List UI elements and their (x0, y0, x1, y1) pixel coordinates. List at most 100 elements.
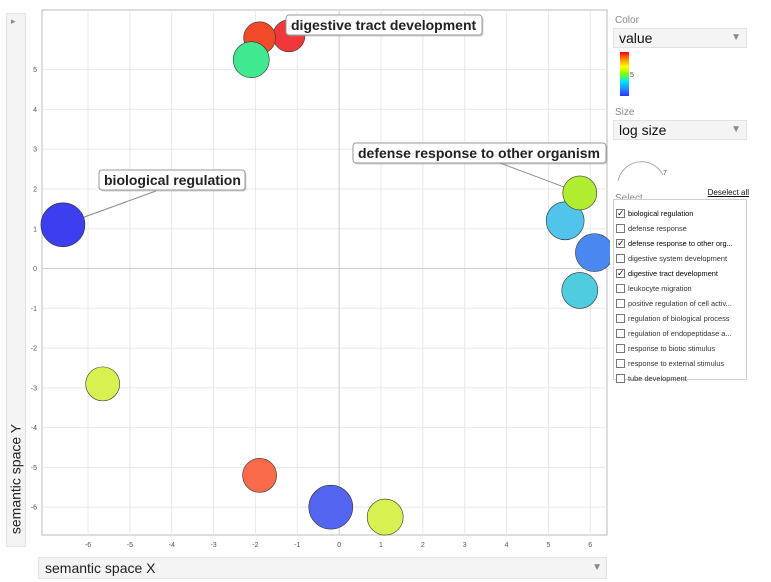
data-point (232, 41, 270, 79)
x-tick-label: 0 (337, 542, 341, 549)
select-item[interactable]: ✓ biological regulation (616, 208, 744, 222)
select-item-label: positive regulation of cell activ... (628, 299, 732, 308)
collapse-icon[interactable]: ▸ (11, 16, 16, 26)
select-item-label: tube development (628, 374, 687, 383)
y-tick-label: 2 (33, 186, 37, 193)
chevron-down-icon: ▼ (592, 562, 602, 573)
select-item-label: response to external stimulus (628, 359, 725, 368)
size-scale-legend (617, 161, 664, 182)
checkbox-icon[interactable] (616, 254, 625, 263)
color-label: Color (615, 15, 639, 26)
select-item[interactable]: positive regulation of cell activ... (616, 298, 744, 312)
checkbox-icon[interactable] (616, 299, 625, 308)
select-item-label: digestive tract development (628, 269, 718, 278)
size-label: Size (615, 107, 635, 118)
select-item-label: regulation of biological process (628, 314, 730, 323)
y-tick-label: -4 (31, 425, 37, 432)
select-item-label: digestive system development (628, 254, 728, 263)
checkbox-checked-icon[interactable]: ✓ (616, 208, 625, 218)
annotation-box (285, 14, 483, 36)
control-panel: Color value ▼ 5 Size log size ▼ 7 Select… (611, 12, 749, 383)
y-tick-label: -5 (31, 465, 37, 472)
data-point (242, 458, 277, 493)
size-scale-tick: 7 (663, 170, 667, 177)
size-dropdown-value: log size (619, 122, 667, 138)
data-point (562, 175, 598, 211)
x-tick-label: -4 (169, 542, 175, 549)
checkbox-icon[interactable] (616, 284, 625, 293)
select-item-label: regulation of endopeptidase a... (628, 329, 732, 338)
y-tick-label: 3 (33, 147, 37, 154)
x-tick-label: 4 (505, 542, 509, 549)
data-point (40, 202, 86, 248)
y-tick-label: 4 (33, 107, 37, 114)
term-select-list: ✓ biological regulation defense response ✓ d… (613, 199, 747, 383)
color-scale-legend (620, 52, 629, 96)
select-item[interactable]: regulation of biological process (616, 313, 744, 327)
checkbox-icon[interactable] (616, 329, 625, 338)
select-item[interactable]: response to biotic stimulus (616, 343, 744, 357)
select-item[interactable]: tube development (616, 373, 744, 387)
y-tick-label: -6 (31, 505, 37, 512)
color-dropdown[interactable]: value ▼ (613, 28, 747, 48)
select-item[interactable]: digestive system development (616, 253, 744, 267)
color-scale-tick: 5 (630, 72, 634, 79)
x-tick-label: -3 (210, 542, 216, 549)
select-item[interactable]: leukocyte migration (616, 283, 744, 297)
x-tick-label: 2 (421, 542, 425, 549)
label-digestive-tract-development: digestive tract development (291, 17, 477, 33)
y-tick-label: 5 (33, 67, 37, 74)
select-item[interactable]: regulation of endopeptidase a... (616, 328, 744, 342)
deselect-all-link[interactable]: Deselect all (707, 188, 749, 197)
x-tick-label: 1 (379, 542, 383, 549)
label-defense-response-to-other-organism: defense response to other organism (358, 145, 600, 161)
checkbox-icon[interactable] (616, 344, 625, 353)
select-item-label: defense response (628, 224, 687, 233)
checkbox-icon[interactable] (616, 314, 625, 323)
select-item-label: biological regulation (628, 209, 694, 218)
x-axis-title: semantic space X (45, 560, 156, 576)
select-item-label: response to biotic stimulus (628, 344, 716, 353)
x-tick-label: 3 (463, 542, 467, 549)
color-dropdown-value: value (619, 30, 653, 46)
x-tick-label: 6 (588, 542, 592, 549)
chevron-down-icon: ▼ (731, 124, 741, 135)
scatter-plot: -6 -5 -4 -3 -2 -1 0 1 2 3 4 5 6 -6 -5 -4 -3 -2 -1 0 1 2 3 4 5 dig… (31, 9, 610, 549)
data-point (575, 233, 610, 272)
select-label: Select (615, 193, 643, 204)
checkbox-icon[interactable] (616, 359, 625, 368)
select-item[interactable]: ✓ digestive tract development (616, 268, 744, 282)
size-dropdown[interactable]: log size ▼ (613, 120, 747, 140)
y-tick-label: -1 (31, 306, 37, 313)
checkbox-checked-icon[interactable]: ✓ (616, 238, 625, 248)
chevron-down-icon: ▼ (731, 32, 741, 43)
x-tick-label: 5 (546, 542, 550, 549)
data-point (308, 484, 354, 530)
y-tick-label: 1 (33, 226, 37, 233)
data-point (85, 366, 120, 402)
label-biological-regulation: biological regulation (104, 172, 241, 188)
y-tick-label: 0 (33, 266, 37, 273)
data-point (366, 498, 404, 536)
annotation-box (352, 142, 607, 164)
select-item[interactable]: defense response (616, 223, 744, 237)
data-point (561, 272, 599, 309)
select-header: Select Deselect all (615, 188, 749, 206)
y-tick-label: -2 (31, 346, 37, 353)
checkbox-icon[interactable] (616, 374, 625, 383)
select-item[interactable]: response to external stimulus (616, 358, 744, 372)
annotation-box (98, 169, 246, 191)
y-tick-label: -3 (31, 385, 37, 392)
checkbox-icon[interactable] (616, 224, 625, 233)
select-item-label: defense response to other org... (628, 239, 733, 248)
x-tick-label: -1 (294, 542, 300, 549)
x-tick-label: -2 (252, 542, 258, 549)
x-tick-label: -5 (127, 542, 133, 549)
y-axis-selector[interactable]: ▸ semantic space Y (6, 13, 26, 547)
x-tick-label: -6 (85, 542, 91, 549)
checkbox-checked-icon[interactable]: ✓ (616, 268, 625, 278)
select-item-label: leukocyte migration (628, 284, 692, 293)
select-item[interactable]: ✓ defense response to other org... (616, 238, 744, 252)
plot-area (41, 9, 608, 536)
x-axis-selector[interactable]: semantic space X ▼ (38, 557, 607, 579)
